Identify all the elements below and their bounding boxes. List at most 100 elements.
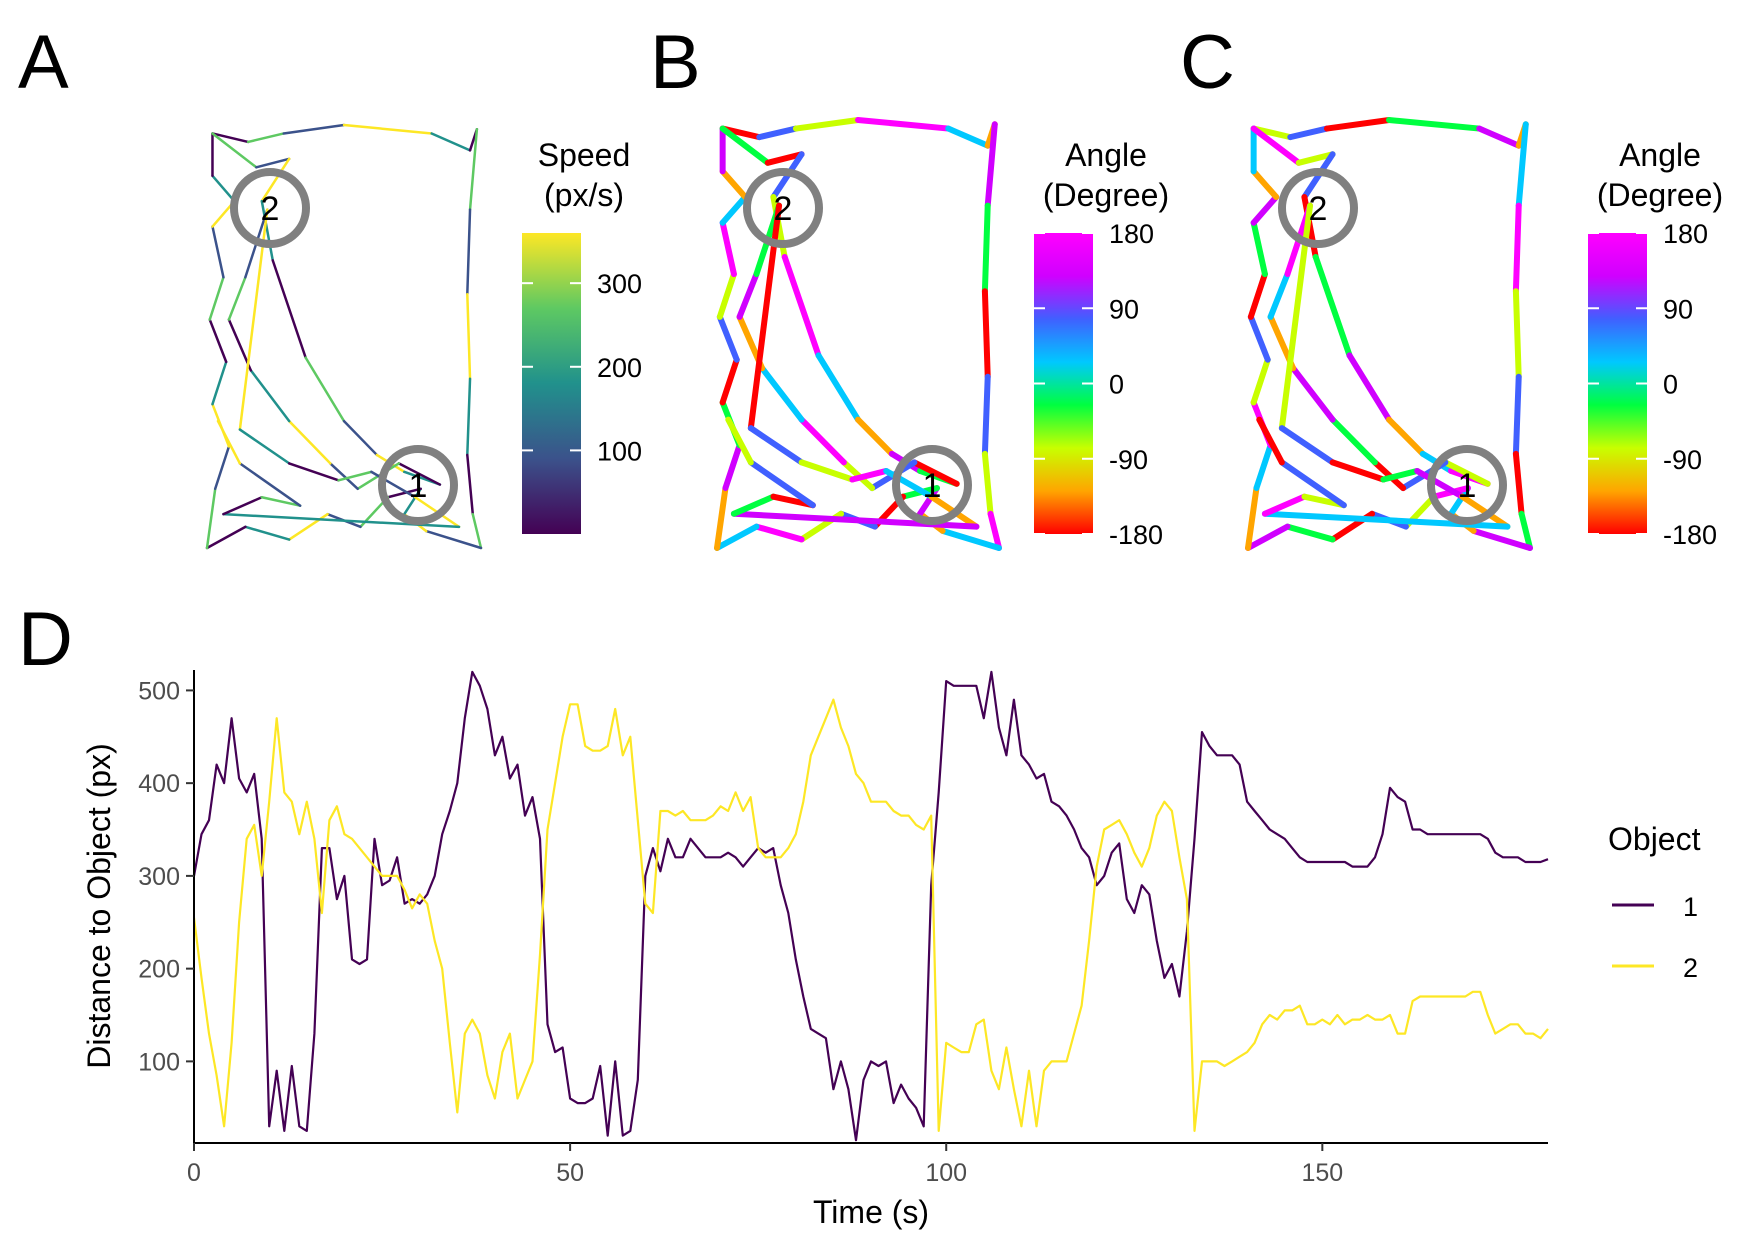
trajectory-segment xyxy=(205,487,217,550)
angle-legend-b: Angle (Degree) 180 90 0 -90 -180 xyxy=(1034,137,1169,550)
trajectory-segment xyxy=(1250,125,1302,166)
trajectory-segment xyxy=(1245,523,1291,551)
panel-letter-b: B xyxy=(650,20,701,105)
trajectory-segment xyxy=(747,425,805,466)
trajectory-segment xyxy=(1386,117,1483,132)
trajectory-segment xyxy=(342,419,379,457)
trajectory-segment xyxy=(1442,459,1491,487)
object-marker-label: 1 xyxy=(923,467,942,505)
object-marker-label: 1 xyxy=(409,467,428,505)
colorbar-tick-label: -180 xyxy=(1109,520,1163,550)
trajectory-segment xyxy=(466,453,475,516)
trajectory-segment xyxy=(747,459,816,509)
trajectory-segment xyxy=(719,125,771,166)
legend-title: Object xyxy=(1608,821,1701,857)
trajectory-segment xyxy=(208,318,228,364)
trajectory-segment xyxy=(211,174,236,203)
trajectory-segment xyxy=(753,523,805,543)
colorbar-tick-label: -180 xyxy=(1663,520,1717,550)
legend-title: Speed xyxy=(538,137,631,173)
trajectory-segment xyxy=(1470,527,1533,551)
trajectory-segment xyxy=(424,529,483,550)
colorbar-tick-label: 200 xyxy=(597,353,642,383)
y-axis-label: Distance to Object (px) xyxy=(81,743,117,1068)
angle-colorbar-ticks: 180 90 0 -90 -180 xyxy=(1588,219,1717,550)
colorbar-tick-label: 100 xyxy=(597,436,642,466)
legend-title: (Degree) xyxy=(1043,177,1169,213)
trajectory-segment xyxy=(211,132,258,169)
trajectory-segment xyxy=(849,467,890,483)
trajectory-segment xyxy=(716,271,737,320)
series-line-2 xyxy=(192,698,1549,1132)
trajectory-segment xyxy=(1448,485,1471,517)
trajectory-segment xyxy=(471,512,483,550)
object-marker-1: 1 xyxy=(378,445,458,525)
colorbar-tick-label: 0 xyxy=(1663,370,1678,400)
trajectory-segment xyxy=(981,373,991,457)
object-marker-1: 1 xyxy=(1427,445,1507,525)
trajectory-segment xyxy=(342,123,433,135)
panel-letter-d: D xyxy=(18,597,73,682)
trajectory-segment xyxy=(1250,356,1271,406)
trajectory-segment xyxy=(1278,459,1347,509)
trajectory-segment xyxy=(1253,442,1274,492)
trajectory-segment xyxy=(719,168,749,201)
trajectory-segment xyxy=(1312,253,1353,359)
trajectory-segment xyxy=(759,365,805,423)
trajectory-segment xyxy=(714,485,729,551)
x-tick-label: 0 xyxy=(187,1159,201,1187)
trajectory-segment xyxy=(249,369,291,423)
trajectory-segment xyxy=(238,462,302,507)
trajectory-segment xyxy=(466,292,472,381)
trajectory-segment xyxy=(939,527,1002,551)
series-line-1 xyxy=(192,670,1549,1142)
trajectory-segment xyxy=(1329,459,1387,483)
trajectory-segment xyxy=(216,419,242,465)
trajectory-segment xyxy=(260,199,275,262)
object-marker-label: 2 xyxy=(774,190,793,228)
trajectory-segment xyxy=(1518,510,1533,551)
x-tick-label: 150 xyxy=(1301,1159,1343,1187)
trajectory-segment xyxy=(1250,168,1280,201)
trajectory-segment xyxy=(370,470,417,499)
trajectory-segment xyxy=(981,202,991,295)
trajectory-segment xyxy=(1267,271,1291,320)
trajectory-segment xyxy=(211,132,250,144)
trajectory-segment xyxy=(722,442,743,492)
trajectory-segment xyxy=(1380,467,1421,483)
colorbar-tick-label: 0 xyxy=(1109,370,1124,400)
object-marker-label: 2 xyxy=(261,190,280,228)
trajectory-segment xyxy=(1512,450,1525,517)
trajectory-segment xyxy=(1295,151,1336,166)
trajectory-segment xyxy=(386,487,422,499)
trajectory-segment xyxy=(1476,125,1522,149)
object-marker-label: 1 xyxy=(1458,467,1477,505)
axes-ticks: 0 50 100 150 100 200 300 400 500 xyxy=(138,677,1343,1187)
trajectory-segment xyxy=(730,493,777,517)
object-marker-2: 2 xyxy=(230,168,310,248)
trajectory-segment xyxy=(1329,416,1378,466)
y-tick-label: 500 xyxy=(138,677,180,705)
trajectory-segment xyxy=(1247,271,1268,320)
trajectory-segment xyxy=(1250,194,1280,226)
trajectory-segment xyxy=(287,462,340,482)
trajectory-segment xyxy=(403,487,422,516)
line-chart: 0 50 100 150 100 200 300 400 500 Time (s) Distan… xyxy=(81,670,1701,1230)
trajectory-segment xyxy=(714,523,760,551)
trajectory-segment xyxy=(227,276,247,321)
trajectory-segment xyxy=(792,117,861,132)
trajectory-segment xyxy=(211,360,228,406)
trajectory-segment xyxy=(736,271,760,320)
trajectory-segment xyxy=(287,419,332,465)
trajectory-segment xyxy=(855,416,895,457)
y-tick-label: 100 xyxy=(138,1048,180,1076)
y-tick-label: 300 xyxy=(138,863,180,891)
trajectory-segment xyxy=(466,377,472,457)
legend-title: Angle xyxy=(1619,137,1701,173)
trajectory-segment xyxy=(1287,125,1330,141)
trajectory-segment xyxy=(911,459,960,487)
trajectory-speed xyxy=(205,123,483,550)
trajectory-segment xyxy=(468,127,479,211)
trajectory-segment xyxy=(719,219,737,278)
